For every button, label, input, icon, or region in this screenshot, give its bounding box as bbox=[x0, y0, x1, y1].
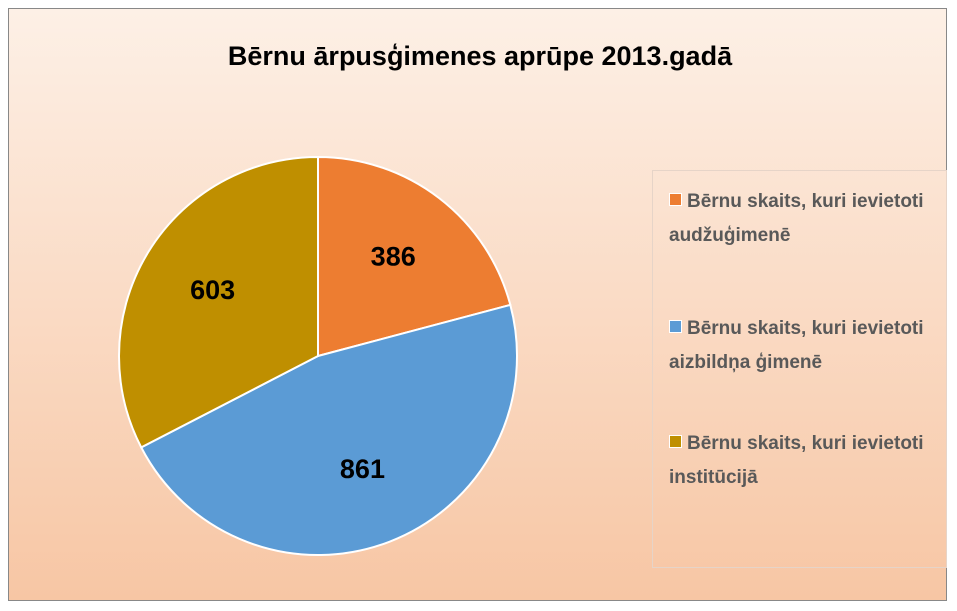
legend-entry: Bērnu skaits, kuri ievietoti audžuģimenē bbox=[669, 185, 929, 253]
data-label: 386 bbox=[371, 241, 416, 271]
legend-swatch bbox=[669, 320, 682, 333]
legend-swatch bbox=[669, 193, 682, 206]
data-label: 861 bbox=[340, 454, 385, 484]
legend: Bērnu skaits, kuri ievietoti audžuģimenē… bbox=[652, 170, 947, 568]
data-label: 603 bbox=[190, 275, 235, 305]
legend-entry: Bērnu skaits, kuri ievietoti institūcijā bbox=[669, 427, 929, 495]
legend-entry: Bērnu skaits, kuri ievietoti aizbildņa ģ… bbox=[669, 312, 929, 380]
legend-label: Bērnu skaits, kuri ievietoti audžuģimenē bbox=[669, 191, 924, 246]
pie-slice bbox=[139, 303, 518, 556]
legend-label: Bērnu skaits, kuri ievietoti institūcijā bbox=[669, 433, 924, 488]
legend-label: Bērnu skaits, kuri ievietoti aizbildņa ģ… bbox=[669, 318, 924, 373]
legend-swatch bbox=[669, 435, 682, 448]
pie-slice bbox=[317, 155, 512, 358]
chart-title: Bērnu ārpusģimenes aprūpe 2013.gadā bbox=[228, 41, 733, 71]
pie-slice bbox=[118, 155, 319, 449]
